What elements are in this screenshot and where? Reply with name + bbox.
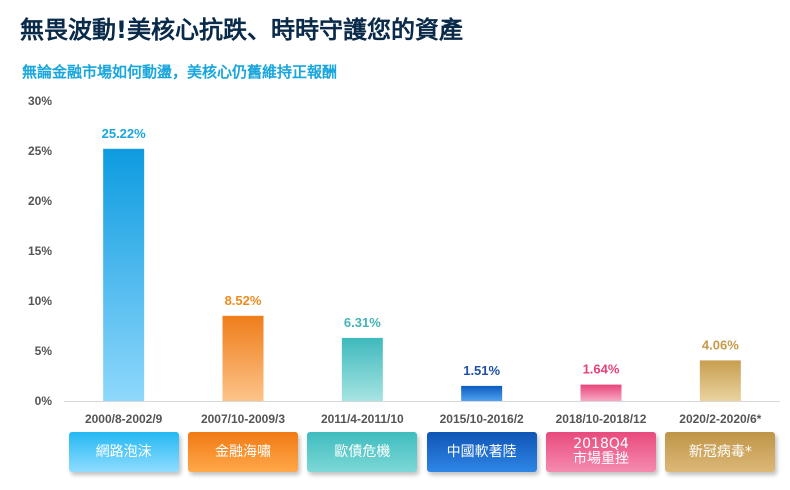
event-button[interactable]: 中國軟著陸 (426, 432, 537, 472)
chart-subtitle: 無論金融市場如何動盪，美核心仍舊維持正報酬 (22, 63, 338, 81)
x-tick-label: 2018/10-2018/12 (556, 412, 647, 426)
x-tick-label: 2011/4-2011/10 (321, 412, 404, 426)
y-tick-label: 15% (28, 244, 52, 258)
bar-value-label: 1.64% (583, 362, 620, 377)
y-tick-label: 25% (28, 144, 52, 158)
chart-title: 無畏波動!美核心抗跌、時時守護您的資產 (20, 16, 463, 44)
event-button-label: 網路泡沫 (95, 443, 152, 460)
bar (341, 337, 383, 401)
y-tick-label: 30% (28, 94, 52, 108)
y-tick-label: 20% (28, 194, 52, 208)
event-button[interactable]: 歐債危機 (307, 432, 418, 472)
event-button-label: 2018Q4 市場重挫 (573, 436, 629, 467)
event-button-label: 歐債危機 (334, 443, 391, 460)
y-tick-label: 5% (35, 344, 53, 358)
bar (461, 385, 503, 401)
event-button[interactable]: 2018Q4 市場重挫 (546, 432, 656, 472)
event-button[interactable]: 網路泡沫 (68, 432, 179, 472)
x-tick-label: 2015/10-2016/2 (440, 412, 524, 426)
bar-value-label: 4.06% (702, 337, 739, 352)
y-tick-label: 0% (35, 394, 53, 408)
x-tick-label: 2000/8-2002/9 (85, 412, 163, 426)
bar (222, 315, 264, 401)
bar-value-label: 6.31% (344, 315, 381, 330)
bar (103, 148, 145, 401)
y-tick-label: 10% (28, 294, 52, 308)
event-button[interactable]: 金融海嘯 (188, 432, 298, 472)
bar-value-label: 8.52% (225, 293, 262, 308)
x-tick-label: 2020/2-2020/6* (679, 412, 761, 426)
event-button[interactable]: 新冠病毒* (665, 432, 776, 472)
event-button-label: 新冠病毒* (688, 443, 752, 460)
bar (699, 360, 741, 401)
event-button-label: 金融海嘯 (215, 443, 271, 460)
x-tick-label: 2007/10-2009/3 (201, 412, 285, 426)
bar-value-label: 1.51% (463, 363, 500, 378)
bar (580, 384, 622, 401)
event-button-label: 中國軟著陸 (446, 443, 517, 460)
bar-value-label: 25.22% (102, 126, 147, 141)
